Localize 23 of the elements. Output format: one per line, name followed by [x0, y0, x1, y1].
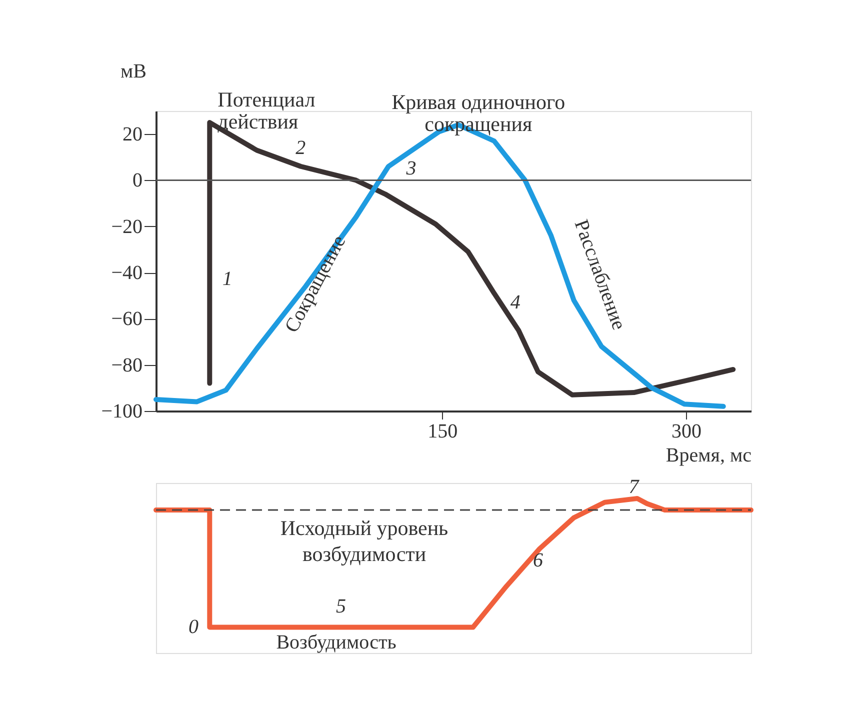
- y-tick-label: 0: [132, 170, 142, 192]
- y-tick-label: −80: [111, 354, 142, 376]
- annotation: 0: [188, 616, 198, 638]
- annotation: 4: [510, 291, 520, 314]
- text: Возбудимость: [276, 632, 396, 654]
- y-tick-label: 20: [122, 124, 142, 146]
- annotation: 2: [296, 136, 306, 159]
- annotation: 6: [532, 549, 543, 572]
- annotation: 3: [405, 158, 416, 180]
- x-axis-title: Время, мс: [666, 444, 752, 466]
- y-tick-label: −40: [111, 262, 142, 284]
- series-label: Потенциал действия: [218, 88, 316, 134]
- x-tick-label: 300: [671, 420, 702, 442]
- annotation: 1: [222, 268, 232, 290]
- x-tick-label: 150: [428, 420, 458, 442]
- text: 7: [628, 476, 640, 498]
- ref-line-label: Исходный уровень возбудимости: [280, 516, 448, 566]
- y-tick-label: −20: [111, 216, 142, 238]
- y-axis-title: мВ: [120, 60, 146, 82]
- series-label: Кривая одиночного сокращения: [392, 90, 566, 136]
- annotation: 5: [336, 596, 346, 618]
- y-tick-label: −100: [101, 400, 142, 422]
- y-tick-label: −60: [111, 308, 142, 330]
